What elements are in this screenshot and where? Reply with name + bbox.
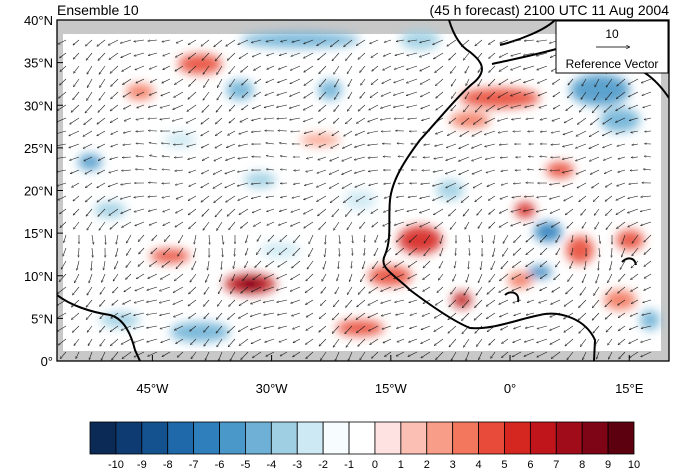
- colorbar-swatch: [245, 421, 272, 455]
- colorbar-swatch: [581, 421, 609, 455]
- colorbar-label: 4: [476, 459, 482, 471]
- colorbar-swatch: [270, 421, 298, 455]
- colorbar-label: -6: [215, 459, 225, 471]
- colorbar-label: 0: [372, 459, 378, 471]
- lat-tick-label: 25°N: [24, 141, 53, 156]
- colorbar-swatch: [167, 421, 195, 455]
- colorbar-swatch: [219, 421, 246, 455]
- colorbar-label: 7: [553, 459, 559, 471]
- colorbar-label: -5: [241, 459, 251, 471]
- colorbar-label: 2: [424, 459, 430, 471]
- colorbar-label: -8: [163, 459, 173, 471]
- colorbar-label: -7: [189, 459, 199, 471]
- plot-title-right: (45 h forecast) 2100 UTC 11 Aug 2004: [429, 2, 669, 18]
- colorbar-label: -3: [292, 459, 302, 471]
- lat-tick-label: 40°N: [24, 13, 53, 28]
- lat-tick-label: 35°N: [24, 56, 53, 71]
- colorbar-swatch: [348, 421, 376, 455]
- colorbar-label: -9: [137, 459, 147, 471]
- reference-vector-label: Reference Vector: [566, 57, 659, 71]
- colorbar-label: 10: [628, 459, 640, 471]
- lat-tick-label: 15°N: [24, 226, 53, 241]
- colorbar-swatch: [296, 421, 324, 455]
- lon-tick-label: 30°W: [256, 381, 289, 396]
- colorbar-label: 1: [398, 459, 404, 471]
- colorbar-swatch: [400, 421, 428, 455]
- colorbar-swatch: [89, 421, 117, 455]
- colorbar-label: 6: [527, 459, 533, 471]
- longitude-axis: 45°W 30°W 15°W 0° 15°E: [136, 355, 644, 396]
- colorbar-label: -2: [318, 459, 328, 471]
- lon-tick-label: 15°E: [615, 381, 644, 396]
- reference-vector-legend: 10 Reference Vector: [555, 20, 669, 74]
- lat-tick-label: 5°N: [31, 311, 53, 326]
- lat-tick-label: 20°N: [24, 184, 53, 199]
- colorbar-swatch: [322, 421, 350, 455]
- lat-tick-label: 10°N: [24, 269, 53, 284]
- colorbar-label: -4: [266, 459, 276, 471]
- colorbar-swatch: [529, 421, 557, 455]
- colorbar-swatch: [452, 421, 479, 455]
- colorbar-swatch: [607, 421, 635, 455]
- colorbar-swatch: [504, 421, 531, 455]
- plot-title-left: Ensemble 10: [57, 2, 139, 18]
- lon-tick-label: 0°: [504, 381, 516, 396]
- lat-tick-label: 0°: [41, 354, 53, 369]
- colorbar-swatch: [115, 421, 143, 455]
- colorbar-label: 9: [605, 459, 611, 471]
- colorbar-swatch: [374, 421, 402, 455]
- lon-tick-label: 15°W: [375, 381, 408, 396]
- lon-tick-label: 45°W: [136, 381, 169, 396]
- reference-vector-value: 10: [605, 27, 619, 41]
- colorbar-swatch: [193, 421, 220, 455]
- colorbar-label: 8: [579, 459, 585, 471]
- coastline: [57, 20, 669, 361]
- colorbar-label: -10: [108, 459, 124, 471]
- anomaly-field: [78, 30, 660, 342]
- colorbar-label: 5: [501, 459, 507, 471]
- wind-vector-field: [57, 40, 652, 361]
- colorbar-swatch: [555, 421, 583, 455]
- colorbar-label: 3: [450, 459, 456, 471]
- latitude-axis: 40°N 35°N 30°N 25°N 20°N 15°N 10°N 5°N 0°: [24, 13, 63, 369]
- lat-tick-label: 30°N: [24, 98, 53, 113]
- colorbar-swatch: [141, 421, 169, 455]
- colorbar-label: -1: [344, 459, 354, 471]
- colorbar-swatch: [478, 421, 505, 455]
- colorbar-swatch: [426, 421, 454, 455]
